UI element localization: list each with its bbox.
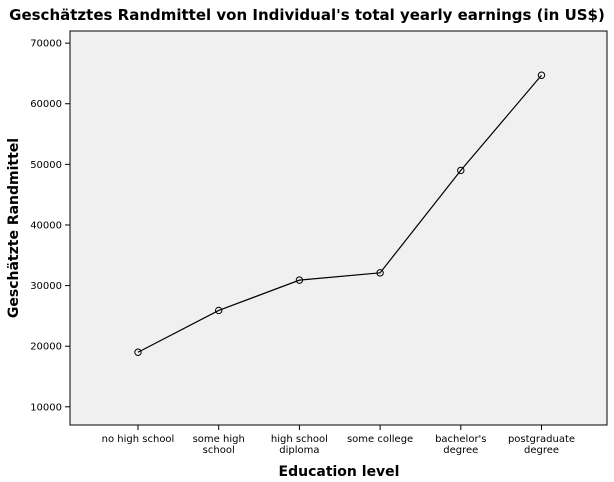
x-axis-label: Education level xyxy=(279,464,400,480)
x-axis: no high school some high school high school… xyxy=(102,425,575,456)
data-point xyxy=(457,166,465,175)
y-tick-label: 20000 xyxy=(30,342,62,353)
y-tick-label: 50000 xyxy=(30,160,62,171)
y-tick-label: 30000 xyxy=(30,281,62,292)
x-tick-label: some high school xyxy=(193,434,245,456)
y-tick-label: 10000 xyxy=(30,402,62,413)
plot-area xyxy=(69,30,608,426)
x-tick-label: postgraduate degree xyxy=(508,434,575,456)
x-tick-label: some college xyxy=(347,434,413,445)
data-point xyxy=(537,71,546,79)
x-tick-label: high school diploma xyxy=(271,434,328,456)
data-point xyxy=(295,276,304,284)
y-tick-label: 40000 xyxy=(30,220,62,231)
y-tick-label: 70000 xyxy=(30,39,62,50)
data-point xyxy=(376,269,384,277)
y-axis-label: Geschätzte Randmittel xyxy=(6,138,22,318)
data-point xyxy=(134,348,142,356)
x-tick-label: bachelor's degree xyxy=(435,434,486,456)
series-group xyxy=(134,71,546,356)
x-tick-label: no high school xyxy=(102,434,175,445)
series-line xyxy=(137,74,542,353)
data-point xyxy=(215,306,223,315)
y-axis: 10000 20000 30000 40000 50000 60000 70000 xyxy=(30,31,71,425)
chart-title: Geschätztes Randmittel von Individual's … xyxy=(9,6,605,24)
y-tick-label: 60000 xyxy=(30,99,62,110)
